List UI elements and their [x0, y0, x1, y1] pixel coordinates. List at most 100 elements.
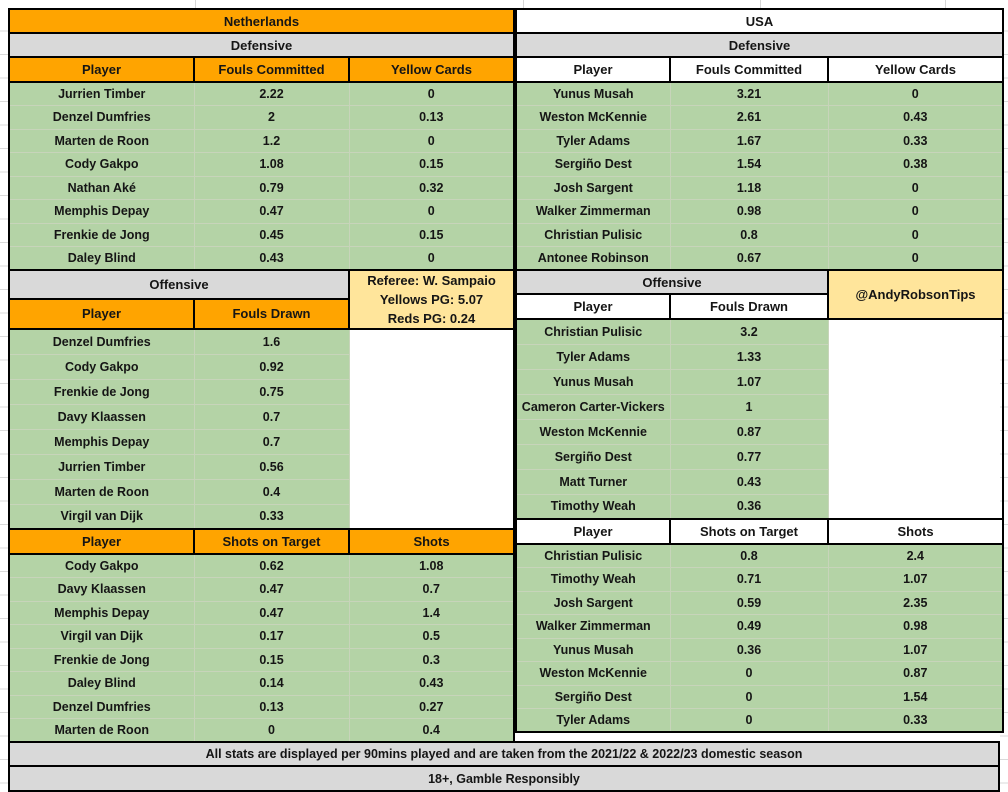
player-cell[interactable]: Virgil van Dijk — [8, 503, 195, 530]
column-header-yellow-cards[interactable]: Yellow Cards — [826, 56, 1005, 83]
player-cell[interactable]: Denzel Dumfries — [8, 328, 195, 355]
player-cell[interactable]: Weston McKennie — [515, 661, 671, 686]
stat-cell[interactable]: 0.87 — [827, 661, 1004, 686]
player-cell[interactable]: Cody Gakpo — [8, 553, 195, 578]
player-cell[interactable]: Josh Sargent — [515, 590, 671, 615]
player-cell[interactable]: Tyler Adams — [515, 708, 671, 733]
stat-cell[interactable]: 0.67 — [669, 246, 829, 271]
player-cell[interactable]: Weston McKennie — [515, 105, 671, 130]
player-cell[interactable]: Cody Gakpo — [8, 353, 195, 380]
stat-cell[interactable]: 3.21 — [669, 81, 829, 106]
netherlands-offensive-label[interactable]: Offensive — [8, 269, 350, 300]
stat-cell[interactable]: 1.54 — [669, 152, 829, 177]
stat-cell[interactable]: 0.43 — [193, 246, 350, 271]
stat-cell[interactable]: 0.17 — [193, 624, 350, 649]
stat-cell[interactable]: 0.15 — [193, 647, 350, 672]
stat-cell[interactable]: 1.18 — [669, 175, 829, 200]
stat-cell[interactable]: 0.49 — [669, 614, 829, 639]
stat-cell[interactable]: 0 — [348, 246, 515, 271]
stat-cell[interactable]: 0.38 — [827, 152, 1004, 177]
player-cell[interactable]: Sergiño Dest — [515, 684, 671, 709]
player-cell[interactable]: Timothy Weah — [515, 567, 671, 592]
stat-cell[interactable]: 0.5 — [348, 624, 515, 649]
stat-cell[interactable]: 1.08 — [348, 553, 515, 578]
stat-cell[interactable]: 0.27 — [348, 694, 515, 719]
player-cell[interactable]: Christian Pulisic — [515, 222, 671, 247]
stat-cell[interactable]: 0 — [827, 175, 1004, 200]
player-cell[interactable]: Jurrien Timber — [8, 453, 195, 480]
stat-cell[interactable]: 2.35 — [827, 590, 1004, 615]
column-header-fouls-committed[interactable]: Fouls Committed — [193, 56, 350, 83]
stat-cell[interactable]: 1.67 — [669, 128, 829, 153]
stat-cell[interactable]: 1 — [669, 393, 829, 420]
twitter-handle-note[interactable]: @AndyRobsonTips — [826, 269, 1005, 320]
stat-cell[interactable]: 2.22 — [193, 81, 350, 106]
usa-defensive-label[interactable]: Defensive — [514, 32, 1005, 58]
stat-cell[interactable]: 0.77 — [669, 443, 829, 470]
column-header-player[interactable]: Player — [8, 528, 195, 555]
stat-cell[interactable]: 0 — [348, 128, 515, 153]
stat-cell[interactable]: 0.47 — [193, 577, 350, 602]
column-header-player[interactable]: Player — [8, 56, 195, 83]
stat-cell[interactable]: 0 — [827, 246, 1004, 271]
player-cell[interactable]: Marten de Roon — [8, 718, 195, 743]
column-header-shots[interactable]: Shots — [826, 518, 1005, 545]
stat-cell[interactable]: 0 — [348, 199, 515, 224]
stat-cell[interactable]: 0.33 — [193, 503, 350, 530]
netherlands-title[interactable]: Netherlands — [8, 8, 515, 34]
player-cell[interactable]: Sergiño Dest — [515, 152, 671, 177]
column-header-player[interactable]: Player — [515, 518, 671, 545]
player-cell[interactable]: Antonee Robinson — [515, 246, 671, 271]
stat-cell[interactable]: 0 — [827, 199, 1004, 224]
player-cell[interactable]: Frenkie de Jong — [8, 378, 195, 405]
stat-cell[interactable]: 1.07 — [827, 637, 1004, 662]
player-cell[interactable]: Memphis Depay — [8, 428, 195, 455]
stat-cell[interactable]: 0.13 — [348, 105, 515, 130]
player-cell[interactable]: Timothy Weah — [515, 493, 671, 520]
stat-cell[interactable]: 0.62 — [193, 553, 350, 578]
player-cell[interactable]: Frenkie de Jong — [8, 222, 195, 247]
stat-cell[interactable]: 0.98 — [669, 199, 829, 224]
stat-cell[interactable]: 0.79 — [193, 175, 350, 200]
column-header-player[interactable]: Player — [515, 56, 671, 83]
stat-cell[interactable]: 3.2 — [669, 318, 829, 345]
player-cell[interactable]: Marten de Roon — [8, 478, 195, 505]
player-cell[interactable]: Yunus Musah — [515, 81, 671, 106]
stat-cell[interactable]: 0.3 — [348, 647, 515, 672]
player-cell[interactable]: Walker Zimmerman — [515, 199, 671, 224]
stat-cell[interactable]: 0.43 — [348, 671, 515, 696]
stat-cell[interactable]: 0.4 — [348, 718, 515, 743]
stat-cell[interactable]: 0.33 — [827, 128, 1004, 153]
netherlands-defensive-label[interactable]: Defensive — [8, 32, 515, 58]
stat-cell[interactable]: 0.14 — [193, 671, 350, 696]
player-cell[interactable]: Christian Pulisic — [515, 543, 671, 568]
player-cell[interactable]: Daley Blind — [8, 246, 195, 271]
stat-cell[interactable]: 0.43 — [827, 105, 1004, 130]
player-cell[interactable]: Davy Klaassen — [8, 403, 195, 430]
stat-cell[interactable]: 0.15 — [348, 222, 515, 247]
gamble-responsibly-note[interactable]: 18+, Gamble Responsibly — [8, 765, 1000, 792]
stat-cell[interactable]: 1.07 — [827, 567, 1004, 592]
player-cell[interactable]: Christian Pulisic — [515, 318, 671, 345]
player-cell[interactable]: Davy Klaassen — [8, 577, 195, 602]
stat-cell[interactable]: 0.45 — [193, 222, 350, 247]
player-cell[interactable]: Tyler Adams — [515, 128, 671, 153]
stat-cell[interactable]: 0 — [193, 718, 350, 743]
referee-note[interactable]: Referee: W. Sampaio Yellows PG: 5.07 Red… — [348, 269, 515, 330]
player-cell[interactable]: Denzel Dumfries — [8, 105, 195, 130]
stat-cell[interactable]: 0.59 — [669, 590, 829, 615]
player-cell[interactable]: Denzel Dumfries — [8, 694, 195, 719]
stat-cell[interactable]: 0.75 — [193, 378, 350, 405]
stat-cell[interactable]: 0.98 — [827, 614, 1004, 639]
player-cell[interactable]: Sergiño Dest — [515, 443, 671, 470]
stat-cell[interactable]: 0.71 — [669, 567, 829, 592]
player-cell[interactable]: Matt Turner — [515, 468, 671, 495]
column-header-fouls-committed[interactable]: Fouls Committed — [669, 56, 829, 83]
stat-cell[interactable]: 0.47 — [193, 199, 350, 224]
stat-cell[interactable]: 0 — [827, 81, 1004, 106]
stat-cell[interactable]: 0 — [827, 222, 1004, 247]
column-header-shots[interactable]: Shots — [348, 528, 515, 555]
stat-cell[interactable]: 1.6 — [193, 328, 350, 355]
stat-cell[interactable]: 1.54 — [827, 684, 1004, 709]
stat-cell[interactable]: 0.8 — [669, 543, 829, 568]
